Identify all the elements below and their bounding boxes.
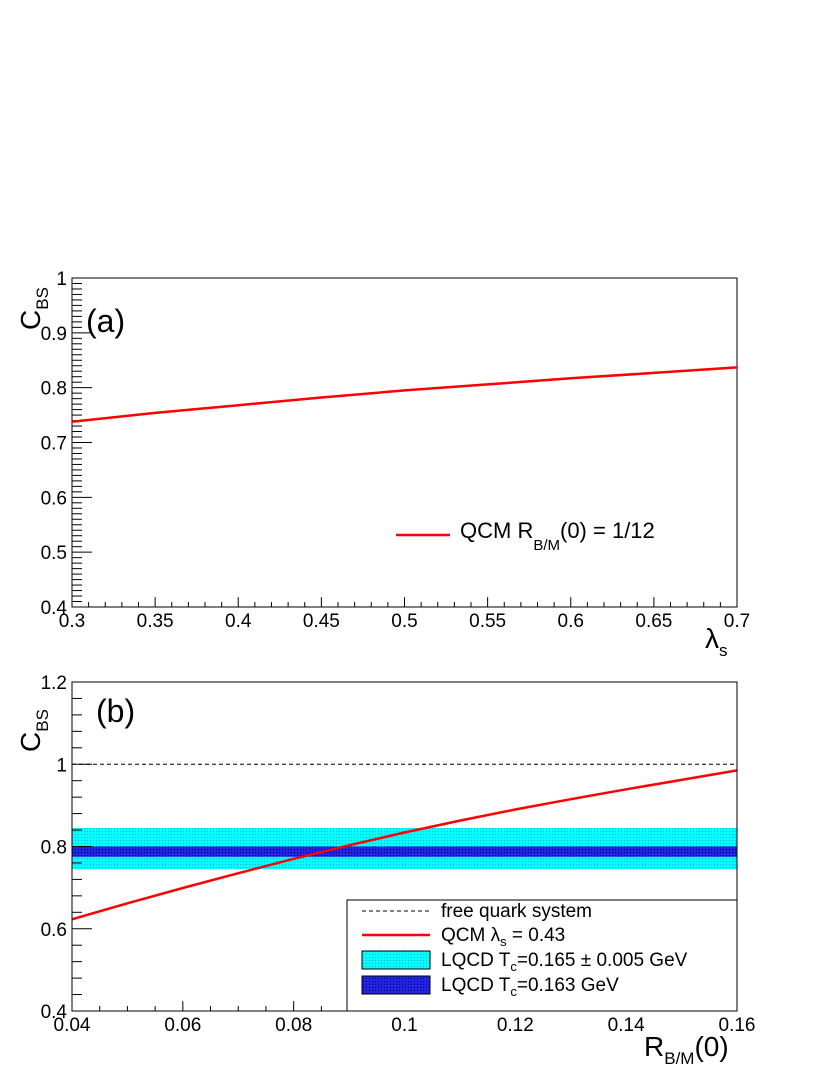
panel-a-frame xyxy=(71,277,738,608)
panel-b-x-axis-label-post: (0) xyxy=(694,1031,728,1062)
panel-b-legend-entry-lqcd-band-sub: c xyxy=(510,959,517,974)
panel-a-x-axis-label-main: λ xyxy=(705,623,719,654)
panel-a-series xyxy=(71,366,738,423)
panel-a-y-tick-label: 0.7 xyxy=(41,434,67,455)
panel-b-legend-swatch-lqcd-line xyxy=(361,975,431,995)
panel-a-x-axis-label-sub: s xyxy=(719,641,728,660)
panel-b-legend-swatch-lqcd-band xyxy=(361,950,431,970)
panel-b-x-tick-label: 0.14 xyxy=(608,1015,645,1036)
panel-a-y-axis-label-sub: BS xyxy=(33,287,52,310)
panel-b-y-axis-label-main: C xyxy=(15,732,46,752)
panel-b-legend-entry-qcm-sub: s xyxy=(500,934,507,949)
panel-b-legend-entry-qcm-pre: QCM λ xyxy=(441,925,501,946)
panel-a-x-tick-label: 0.6 xyxy=(558,611,584,632)
panel-b-y-tick-label: 1.2 xyxy=(41,673,67,694)
panel-b: 0.04 0.06 0.08 0.1 0.12 0.14 0.16 0.4 0.6 0.8 1 1.2… xyxy=(15,673,755,1068)
panel-a-tick-labels: 0.3 0.35 0.4 0.45 0.5 0.55 0.6 0.65 0.7 0.4 0.5 0.6… xyxy=(41,269,751,632)
panel-b-series-1-line xyxy=(71,769,738,921)
panel-a-x-tick-label: 0.35 xyxy=(137,611,174,632)
panel-b-legend: free quark system QCM λs = 0.43 LQCD Tc=… xyxy=(346,899,738,1012)
panel-a-legend-entry-qcm-pre: QCM R xyxy=(460,518,533,543)
panel-a: 0.3 0.35 0.4 0.45 0.5 0.55 0.6 0.65 0.7 0.4 0.5 0.6… xyxy=(15,269,750,660)
panel-a-legend-entry-qcm-post: (0) = 1/12 xyxy=(560,518,655,543)
panel-a-y-tick-label: 0.9 xyxy=(41,324,67,345)
panel-b-x-tick-label: 0.12 xyxy=(497,1015,534,1036)
panel-a-legend: QCM RB/M(0) = 1/12 xyxy=(396,518,655,554)
panel-a-legend-entry-qcm-sub: B/M xyxy=(533,537,560,554)
panel-b-label: (b) xyxy=(96,693,135,729)
panel-b-x-axis-label: RB/M(0) xyxy=(644,1031,729,1068)
panel-a-x-tick-label: 0.5 xyxy=(391,611,417,632)
panel-a-x-tick-label: 0.7 xyxy=(724,611,750,632)
panel-b-bands xyxy=(72,827,737,870)
panel-b-legend-entry-lqcd-band: LQCD Tc=0.165 ± 0.005 GeV xyxy=(441,950,688,974)
panel-b-x-tick-label: 0.06 xyxy=(164,1015,201,1036)
panel-a-x-axis-label: λs xyxy=(705,623,728,660)
panel-b-legend-entry-qcm-post: = 0.43 xyxy=(507,925,566,946)
panel-b-legend-entry-free-quark: free quark system xyxy=(441,901,592,922)
panel-b-y-tick-label: 0.6 xyxy=(41,920,67,941)
panel-a-label: (a) xyxy=(86,303,125,339)
panel-b-legend-entry-lqcd-line-post: =0.163 GeV xyxy=(517,975,619,996)
panel-a-y-tick-label: 0.5 xyxy=(41,543,67,564)
panel-a-y-tick-label: 0.6 xyxy=(41,488,67,509)
panel-b-legend-entry-qcm: QCM λs = 0.43 xyxy=(441,925,565,949)
panel-b-x-tick-label: 0.04 xyxy=(54,1015,91,1036)
panel-b-x-axis-label-main: R xyxy=(644,1031,664,1062)
panel-a-x-tick-label: 0.3 xyxy=(59,611,85,632)
panel-b-y-axis-label: CBS xyxy=(15,709,52,752)
panel-b-legend-entry-lqcd-line: LQCD Tc=0.163 GeV xyxy=(441,975,619,999)
panel-a-series-0-line xyxy=(71,366,738,423)
panel-a-x-tick-label: 0.4 xyxy=(225,611,252,632)
panel-a-x-tick-label: 0.45 xyxy=(303,611,340,632)
panel-a-legend-entry-qcm: QCM RB/M(0) = 1/12 xyxy=(460,518,655,554)
panel-b-tick-labels: 0.04 0.06 0.08 0.1 0.12 0.14 0.16 0.4 0.6 0.8 1 1.2 xyxy=(41,673,756,1036)
panel-b-x-axis-label-sub: B/M xyxy=(664,1049,694,1068)
panel-b-y-axis-label-sub: BS xyxy=(33,709,52,732)
panel-b-y-tick-label: 1 xyxy=(56,755,67,776)
panel-a-x-tick-label: 0.55 xyxy=(469,611,506,632)
panel-b-x-tick-label: 0.16 xyxy=(719,1015,756,1036)
panel-b-x-tick-label: 0.08 xyxy=(275,1015,312,1036)
panel-a-x-tick-label: 0.65 xyxy=(635,611,672,632)
panel-b-series xyxy=(71,763,738,921)
panel-a-y-tick-label: 0.8 xyxy=(41,379,67,400)
panel-b-y-tick-label: 0.4 xyxy=(41,1002,68,1023)
panel-a-ticks xyxy=(71,277,738,608)
panel-b-legend-entry-lqcd-band-post: =0.165 ± 0.005 GeV xyxy=(517,950,688,971)
panel-b-legend-entry-lqcd-line-pre: LQCD T xyxy=(441,975,511,996)
panel-a-y-tick-label: 1 xyxy=(56,269,67,290)
panel-b-legend-entry-lqcd-line-sub: c xyxy=(510,984,517,999)
panel-a-y-tick-label: 0.4 xyxy=(41,598,68,619)
panel-b-x-tick-label: 0.1 xyxy=(391,1015,417,1036)
panel-b-y-tick-label: 0.8 xyxy=(41,838,67,859)
panel-b-legend-entry-lqcd-band-pre: LQCD T xyxy=(441,950,511,971)
panel-a-y-axis-label-main: C xyxy=(15,310,46,330)
panel-a-y-axis-label: CBS xyxy=(15,287,52,330)
panel-b-band-1 xyxy=(72,846,737,857)
